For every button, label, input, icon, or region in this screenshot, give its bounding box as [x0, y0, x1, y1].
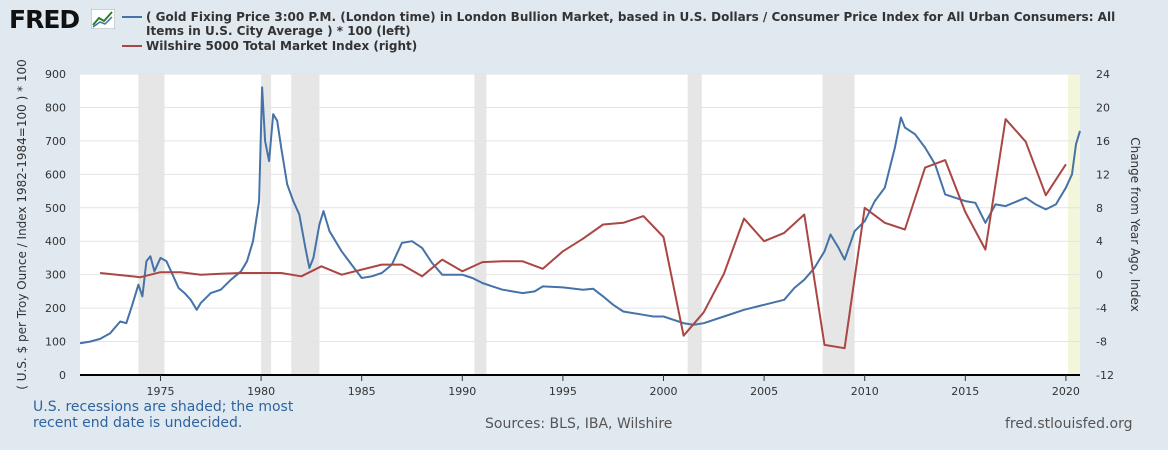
- y2-tick-label: 16: [1096, 135, 1110, 148]
- x-tick-label: 1975: [146, 385, 174, 398]
- legend-swatch-gold: [122, 16, 142, 18]
- tick-labels: 0 100 200 300 400 500 600 700 800 900 -12 -8 -4 0 4 8 12…: [45, 68, 1114, 398]
- x-tick-label: 1980: [247, 385, 275, 398]
- recession-band: [1067, 74, 1080, 375]
- recession-band: [261, 74, 272, 375]
- x-tick-label: 1995: [549, 385, 577, 398]
- legend-item-gold[interactable]: ( Gold Fixing Price 3:00 P.M. (London ti…: [122, 10, 1152, 38]
- y-tick-label: 0: [59, 369, 66, 382]
- series-line-wilshire: [99, 118, 1067, 350]
- site-url[interactable]: fred.stlouisfed.org: [1005, 416, 1133, 432]
- plot-area: [80, 74, 1080, 375]
- recession-band: [687, 74, 702, 375]
- x-tick-label: 1990: [448, 385, 476, 398]
- y-tick-label: 500: [45, 202, 66, 215]
- y-tick-label: 200: [45, 302, 66, 315]
- legend-label-wilshire: Wilshire 5000 Total Market Index (right): [146, 39, 418, 53]
- x-tick-label: 2020: [1052, 385, 1080, 398]
- y2-tick-label: 0: [1096, 269, 1103, 282]
- y-tick-label: 600: [45, 168, 66, 181]
- fred-logo[interactable]: FRED: [9, 5, 80, 34]
- legend-swatch-wilshire: [122, 45, 142, 47]
- legend-item-wilshire[interactable]: Wilshire 5000 Total Market Index (right): [122, 39, 1152, 53]
- recession-bands: [138, 74, 1080, 375]
- series-line-gold: [79, 86, 1081, 345]
- x-tick-label: 2010: [851, 385, 879, 398]
- y2-tick-label: 8: [1096, 202, 1103, 215]
- y-tick-label: 100: [45, 336, 66, 349]
- y2-tick-label: -8: [1096, 336, 1107, 349]
- x-tick-label: 2015: [951, 385, 979, 398]
- y-tick-label: 700: [45, 135, 66, 148]
- y-tick-label: 900: [45, 68, 66, 81]
- y2-tick-label: 4: [1096, 235, 1103, 248]
- y2-axis-label: Change from Year Ago, Index: [1128, 137, 1142, 312]
- recession-band: [138, 74, 165, 375]
- y2-tick-label: -4: [1096, 302, 1107, 315]
- recession-band: [822, 74, 855, 375]
- recession-note: U.S. recessions are shaded; the most rec…: [33, 399, 294, 431]
- y2-tick-label: -12: [1096, 369, 1114, 382]
- recession-band: [474, 74, 487, 375]
- y-tick-label: 300: [45, 269, 66, 282]
- y-tick-label: 800: [45, 101, 66, 114]
- x-tick-label: 2005: [750, 385, 778, 398]
- x-tick-label: 2000: [650, 385, 678, 398]
- line-chart-icon: [91, 9, 115, 29]
- y-tick-label: 400: [45, 235, 66, 248]
- recession-band: [291, 74, 320, 375]
- y2-tick-label: 20: [1096, 101, 1110, 114]
- sources: Sources: BLS, IBA, Wilshire: [485, 416, 673, 432]
- y-axis-label: ( U.S. $ per Troy Ounce / Index 1982-198…: [15, 59, 29, 390]
- y2-tick-label: 24: [1096, 68, 1110, 81]
- y2-tick-label: 12: [1096, 168, 1110, 181]
- x-tick-label: 1985: [348, 385, 376, 398]
- series-lines: [79, 86, 1081, 350]
- legend-label-gold: ( Gold Fixing Price 3:00 P.M. (London ti…: [146, 10, 1116, 38]
- legend: ( Gold Fixing Price 3:00 P.M. (London ti…: [122, 10, 1152, 54]
